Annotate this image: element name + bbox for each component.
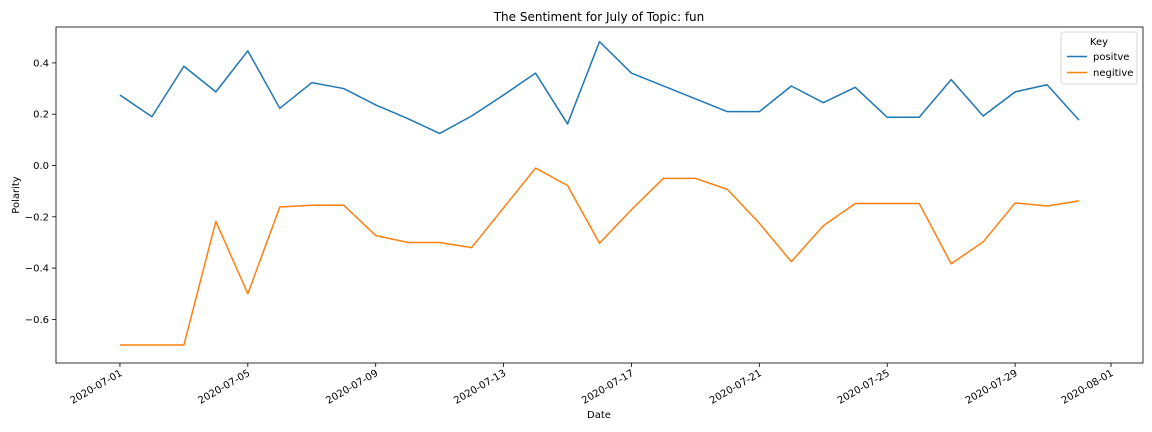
y-tick-label: 0.0 — [33, 161, 49, 172]
x-tick-label: 2020-07-01 — [69, 368, 125, 407]
chart-title: The Sentiment for July of Topic: fun — [493, 10, 705, 24]
x-tick-label: 2020-07-17 — [580, 368, 636, 407]
x-tick-label: 2020-07-09 — [324, 368, 380, 407]
x-tick-label: 2020-07-05 — [196, 368, 252, 407]
legend-label-positve: positve — [1093, 52, 1129, 63]
x-axis-label: Date — [587, 410, 611, 421]
y-tick-label: −0.2 — [25, 212, 49, 223]
y-axis-label: Polarity — [11, 176, 22, 214]
series-layer — [119, 40, 1080, 346]
legend-label-negitive: negitive — [1093, 68, 1133, 79]
x-tick-label: 2020-07-21 — [708, 368, 764, 407]
series-line-negitive — [119, 167, 1080, 346]
legend: Key positve negitive — [1060, 31, 1138, 85]
plot-area — [56, 27, 1143, 363]
y-axis: 0.4 0.2 0.0 −0.2 −0.4 −0.6 — [25, 58, 56, 326]
x-tick-label: 2020-07-25 — [836, 368, 892, 407]
y-tick-label: 0.2 — [33, 110, 49, 121]
x-axis: 2020-07-01 2020-07-05 2020-07-09 2020-07-13… — [69, 363, 1116, 407]
x-tick-label: 2020-08-01 — [1060, 368, 1116, 407]
x-tick-label: 2020-07-29 — [964, 368, 1020, 407]
legend-box — [1060, 31, 1138, 85]
y-tick-label: 0.4 — [33, 58, 49, 69]
series-line-positve — [119, 40, 1080, 135]
y-tick-label: −0.6 — [25, 315, 49, 326]
x-tick-label: 2020-07-13 — [452, 368, 508, 407]
legend-title: Key — [1090, 37, 1108, 48]
y-tick-label: −0.4 — [25, 264, 49, 275]
plot-frame — [55, 26, 1144, 364]
